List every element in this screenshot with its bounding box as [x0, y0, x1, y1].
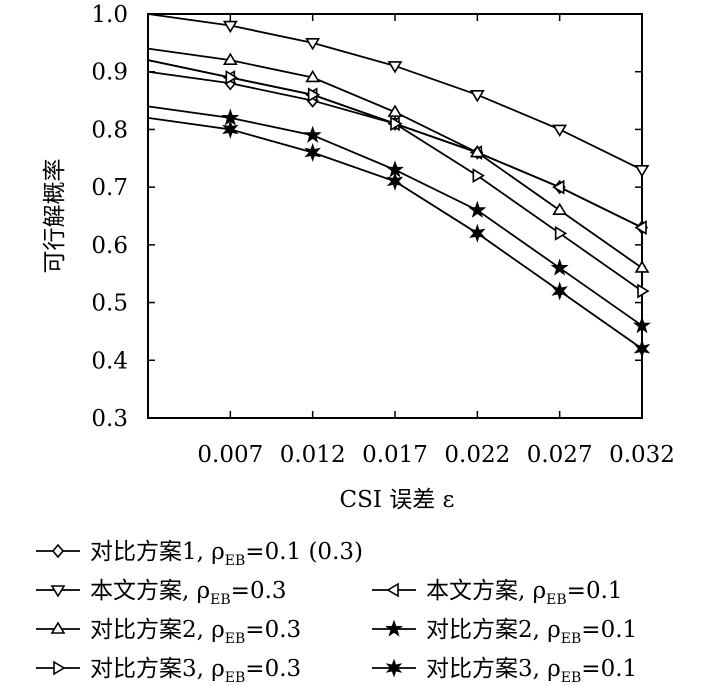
data-point: [386, 171, 404, 191]
data-point: [304, 143, 321, 162]
data-point: [633, 316, 651, 334]
x-axis-label: CSI 误差 ε: [340, 487, 455, 513]
data-point: [387, 61, 403, 74]
data-point: [303, 125, 322, 143]
data-point: [468, 200, 487, 218]
legend-marker: [385, 619, 403, 637]
series-triangle-left: [147, 59, 647, 235]
y-tick-label: 0.6: [91, 233, 128, 259]
x-tick-label: 0.012: [280, 442, 346, 468]
data-point: [305, 69, 321, 83]
data-point: [552, 124, 568, 137]
series-diamond: [147, 70, 649, 235]
y-tick-label: 1.0: [91, 2, 128, 28]
data-point: [551, 281, 568, 301]
data-point: [637, 283, 650, 299]
legend-label: 对比方案1, ρEB=0.1 (0.3): [90, 539, 363, 569]
data-point: [469, 90, 485, 103]
x-tick-label: 0.017: [362, 442, 428, 468]
series-triangle-down: [147, 13, 650, 178]
data-point: [634, 220, 647, 235]
series-triangle-up: [147, 47, 650, 273]
data-point: [552, 179, 565, 195]
legend-marker: [51, 543, 65, 559]
legend-item: 对比方案3, ρEB=0.3: [36, 656, 301, 686]
x-tick-label: 0.022: [444, 442, 510, 468]
series-line: [147, 70, 643, 229]
series-line: [147, 116, 643, 350]
legend-item: 对比方案2, ρEB=0.3: [36, 617, 301, 647]
series-star6: [147, 116, 651, 359]
data-point: [225, 70, 238, 85]
legend-label: 对比方案2, ρEB=0.1: [426, 617, 637, 647]
data-point: [554, 225, 568, 241]
series-triangle-right: [147, 59, 650, 299]
data-point: [222, 52, 238, 65]
series-line: [147, 59, 643, 229]
data-point: [222, 20, 238, 34]
y-tick-label: 0.5: [91, 291, 128, 317]
data-point: [305, 38, 321, 51]
data-point: [550, 258, 569, 276]
x-tick-label: 0.032: [609, 442, 675, 468]
y-tick-label: 0.7: [91, 175, 128, 201]
legend-marker: [385, 658, 403, 678]
series-layer: [147, 13, 651, 359]
legend-item: 对比方案1, ρEB=0.1 (0.3): [36, 539, 363, 569]
data-point: [469, 144, 485, 158]
data-point: [390, 116, 403, 132]
data-point: [552, 202, 568, 216]
legend-item: 本文方案, ρEB=0.3: [36, 578, 287, 608]
data-point: [387, 104, 403, 117]
legend-item: 对比方案3, ρEB=0.1: [372, 656, 637, 686]
legend-marker: [50, 585, 66, 598]
legend-marker: [386, 582, 399, 598]
data-point: [472, 168, 485, 184]
y-axis-label: 可行解概率: [42, 159, 68, 274]
x-tick-label: 0.027: [527, 442, 593, 468]
legend-label: 对比方案2, ρEB=0.3: [90, 617, 301, 647]
data-point: [634, 260, 650, 273]
legend: 对比方案1, ρEB=0.1 (0.3) 本文方案, ρEB=0.3 本文方案, ρ…: [36, 539, 637, 686]
data-point: [307, 87, 321, 103]
legend-item: 对比方案2, ρEB=0.1: [372, 617, 637, 647]
data-point: [634, 165, 650, 178]
legend-marker: [50, 621, 66, 634]
x-axis: 0.007 0.012 0.017 0.022 0.027 0.032: [197, 14, 675, 468]
y-axis: 0.3 0.4 0.5 0.6 0.7 0.8 0.9 1.0: [91, 2, 642, 432]
y-tick-label: 0.9: [91, 60, 128, 86]
legend-item: 本文方案, ρEB=0.1: [372, 578, 623, 608]
y-tick-label: 0.8: [91, 117, 128, 143]
series-star: [147, 105, 651, 334]
y-tick-label: 0.4: [91, 348, 128, 374]
legend-marker: [53, 660, 66, 676]
data-point: [633, 339, 651, 359]
legend-label: 对比方案3, ρEB=0.3: [90, 656, 301, 686]
y-tick-label: 0.3: [91, 406, 128, 432]
x-tick-label: 0.007: [197, 442, 263, 468]
data-point: [222, 119, 239, 139]
legend-label: 对比方案3, ρEB=0.1: [426, 656, 637, 686]
series-line: [147, 13, 643, 171]
data-point: [469, 223, 486, 243]
legend-label: 本文方案, ρEB=0.1: [426, 578, 623, 608]
legend-label: 本文方案, ρEB=0.3: [90, 578, 287, 608]
